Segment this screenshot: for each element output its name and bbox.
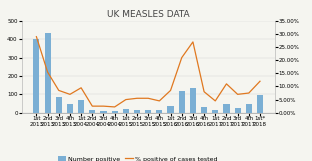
- % positive of cases tested: [225, 83, 228, 85]
- % positive of cases tested: [247, 92, 251, 94]
- % positive of cases tested: [180, 57, 183, 59]
- % positive of cases tested: [158, 100, 161, 102]
- Bar: [56, 97, 62, 113]
- Bar: [156, 110, 163, 113]
- % positive of cases tested: [90, 105, 94, 107]
- Bar: [134, 110, 140, 113]
- % positive of cases tested: [258, 80, 262, 82]
- Bar: [179, 91, 185, 113]
- % positive of cases tested: [135, 97, 139, 99]
- Bar: [123, 109, 129, 113]
- Bar: [67, 104, 73, 113]
- Line: % positive of cases tested: % positive of cases tested: [37, 37, 260, 107]
- % positive of cases tested: [124, 99, 128, 101]
- Bar: [235, 108, 241, 113]
- % positive of cases tested: [202, 91, 206, 93]
- % positive of cases tested: [113, 106, 117, 108]
- Bar: [201, 107, 207, 113]
- % positive of cases tested: [57, 90, 61, 91]
- Title: UK MEASLES DATA: UK MEASLES DATA: [107, 10, 189, 19]
- Bar: [223, 104, 230, 113]
- % positive of cases tested: [236, 93, 240, 95]
- % positive of cases tested: [213, 100, 217, 102]
- Bar: [89, 110, 95, 113]
- % positive of cases tested: [102, 105, 105, 107]
- Bar: [257, 95, 263, 113]
- % positive of cases tested: [169, 90, 173, 91]
- Bar: [145, 110, 151, 113]
- Bar: [190, 88, 196, 113]
- % positive of cases tested: [68, 93, 72, 95]
- Bar: [168, 106, 174, 113]
- Bar: [112, 111, 118, 113]
- % positive of cases tested: [35, 36, 38, 38]
- % positive of cases tested: [46, 71, 50, 73]
- % positive of cases tested: [79, 87, 83, 89]
- Bar: [33, 39, 40, 113]
- % positive of cases tested: [146, 97, 150, 99]
- Bar: [78, 100, 84, 113]
- Bar: [45, 33, 51, 113]
- % positive of cases tested: [191, 41, 195, 43]
- Legend: Number positive, % positive of cases tested: Number positive, % positive of cases tes…: [58, 156, 218, 161]
- Bar: [246, 104, 252, 113]
- Bar: [212, 110, 218, 113]
- Bar: [100, 111, 107, 113]
